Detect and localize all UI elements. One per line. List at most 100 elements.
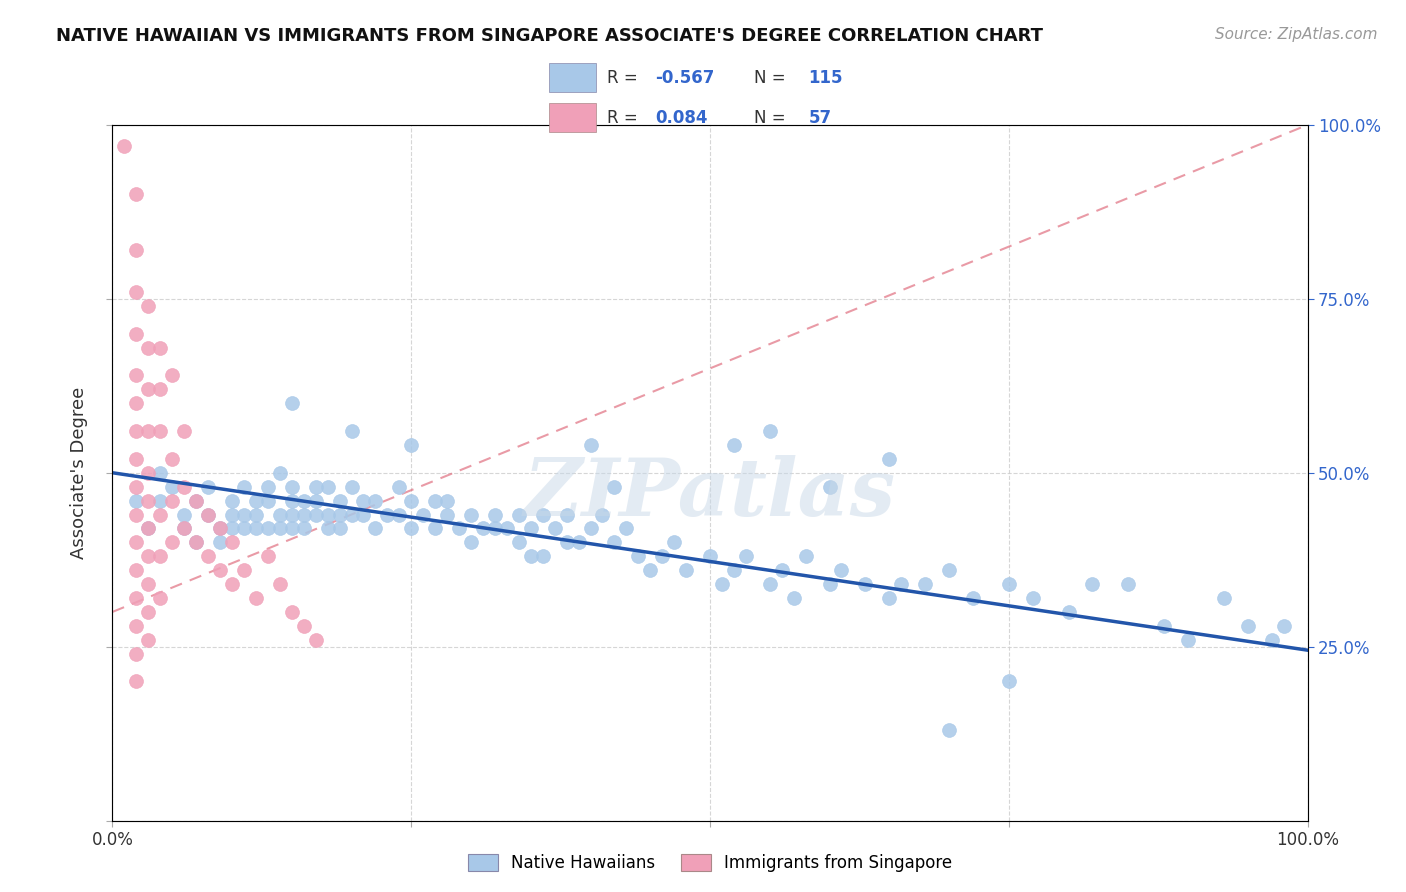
Point: [125, 326, 148, 341]
Point: [938, 723, 960, 738]
Point: [232, 563, 256, 577]
Point: [208, 535, 231, 549]
Point: [543, 521, 565, 535]
Point: [1057, 605, 1080, 619]
Point: [496, 521, 519, 535]
Point: [257, 521, 280, 535]
Point: [125, 619, 148, 633]
Point: [794, 549, 817, 564]
Point: [162, 480, 183, 494]
Point: [245, 591, 267, 605]
Point: [818, 577, 841, 591]
Point: [292, 493, 315, 508]
Point: [221, 493, 243, 508]
Point: [269, 508, 291, 522]
Text: R =: R =: [607, 109, 644, 127]
Point: [149, 424, 172, 438]
Point: [651, 549, 673, 564]
Point: [149, 591, 172, 605]
Point: [269, 521, 291, 535]
Point: [401, 493, 423, 508]
Point: [281, 396, 304, 410]
Point: [603, 535, 626, 549]
Point: [281, 493, 304, 508]
Point: [173, 480, 195, 494]
Point: [197, 480, 219, 494]
Point: [138, 341, 160, 355]
Point: [281, 508, 304, 522]
Point: [1272, 619, 1295, 633]
Point: [340, 508, 363, 522]
Point: [436, 493, 458, 508]
Point: [352, 508, 374, 522]
Point: [232, 508, 256, 522]
Point: [425, 493, 447, 508]
Point: [162, 535, 183, 549]
Point: [914, 577, 936, 591]
Point: [125, 187, 148, 202]
Point: [1021, 591, 1043, 605]
Text: 0.084: 0.084: [655, 109, 707, 127]
Point: [484, 508, 506, 522]
Point: [173, 521, 195, 535]
Point: [614, 521, 637, 535]
Point: [197, 508, 219, 522]
Point: [388, 508, 411, 522]
Text: ZIPatlas: ZIPatlas: [524, 455, 896, 533]
Point: [555, 535, 578, 549]
Point: [531, 549, 554, 564]
Point: [460, 535, 482, 549]
Point: [125, 674, 148, 689]
Point: [567, 535, 591, 549]
Point: [138, 299, 160, 313]
Point: [162, 368, 183, 383]
Point: [173, 424, 195, 438]
Point: [125, 285, 148, 299]
FancyBboxPatch shape: [548, 63, 596, 92]
FancyBboxPatch shape: [548, 103, 596, 132]
Point: [292, 521, 315, 535]
Point: [877, 451, 900, 466]
Point: [221, 508, 243, 522]
Y-axis label: Associate's Degree: Associate's Degree: [70, 386, 89, 559]
Point: [304, 493, 326, 508]
Point: [186, 493, 208, 508]
Point: [579, 438, 602, 452]
Point: [232, 521, 256, 535]
Point: [735, 549, 758, 564]
Point: [484, 521, 506, 535]
Point: [699, 549, 721, 564]
Point: [1260, 632, 1282, 647]
Point: [316, 480, 339, 494]
Point: [221, 577, 243, 591]
Point: [723, 563, 745, 577]
Point: [401, 521, 423, 535]
Point: [377, 508, 399, 522]
Point: [232, 480, 256, 494]
Point: [138, 521, 160, 535]
Point: [627, 549, 650, 564]
Point: [257, 549, 280, 564]
Point: [340, 424, 363, 438]
Point: [138, 466, 160, 480]
Point: [125, 535, 148, 549]
Point: [508, 508, 530, 522]
Point: [304, 480, 326, 494]
Point: [472, 521, 495, 535]
Point: [257, 480, 280, 494]
Point: [962, 591, 984, 605]
Point: [603, 480, 626, 494]
Legend: Native Hawaiians, Immigrants from Singapore: Native Hawaiians, Immigrants from Singap…: [461, 847, 959, 879]
Point: [388, 480, 411, 494]
Point: [125, 368, 148, 383]
Point: [1116, 577, 1139, 591]
Point: [447, 521, 470, 535]
Point: [304, 508, 326, 522]
Point: [304, 632, 326, 647]
Point: [149, 382, 172, 396]
Text: R =: R =: [607, 69, 644, 87]
Text: 115: 115: [808, 69, 844, 87]
Point: [555, 508, 578, 522]
Point: [138, 549, 160, 564]
Point: [138, 493, 160, 508]
